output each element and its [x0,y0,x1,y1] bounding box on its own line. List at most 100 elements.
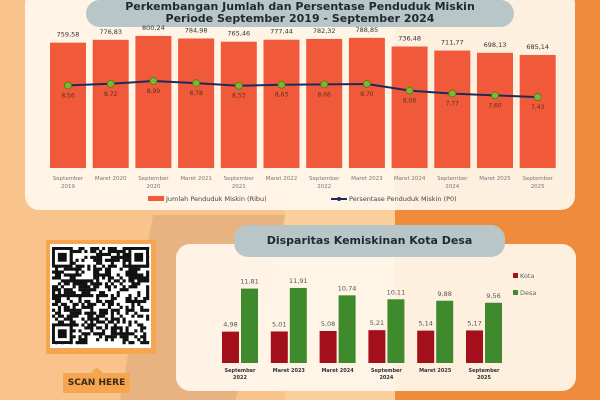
bar-value-label: 10,11 [387,288,406,296]
chart-title: Perkembangan Jumlah dan Persentase Pendu… [125,0,475,13]
x-tick-label: September [437,176,468,182]
bar-value-label: 800,24 [142,24,165,32]
bar-value-label: 5,17 [467,319,481,327]
legend-line-marker [337,197,341,201]
legend-label: Desa [520,289,536,297]
legend-swatch [513,273,518,278]
qr-code[interactable] [50,244,151,348]
x-tick-label: September [522,176,553,182]
bottom-chart-title: Disparitas Kemiskinan Kota Desa [234,225,505,257]
bar-value-label: 5,14 [418,320,432,328]
kota-bar [368,330,386,363]
x-tick-label: Maret 2025 [479,176,511,182]
x-tick-label: Maret 2023 [351,176,383,182]
legend-swatch [513,290,518,295]
bar-value-label: 788,85 [356,26,379,34]
x-tick-label: 2024 [379,375,393,381]
percentage-line [67,79,538,99]
money-bag-marker [106,79,115,88]
bar-value-label: 5,08 [321,320,335,328]
money-bag-marker [277,80,286,89]
bar-value-label: 777,44 [270,28,293,36]
desa-bar [436,300,454,363]
money-bag-marker [405,86,414,95]
x-tick-label: Maret 2020 [95,176,127,182]
bar-value-label: 9,88 [437,290,451,298]
x-tick-label: Maret 2022 [266,176,298,182]
x-tick-label: 2022 [233,375,247,381]
x-tick-label: 2020 [146,184,160,190]
bar-value-label: 765,46 [227,30,250,38]
x-tick-label: September [309,176,340,182]
bar-value-label: 5,01 [272,320,286,328]
desa-bar [241,288,258,363]
x-tick-label: September [138,176,169,182]
bar [477,52,513,169]
line-value-label: 8,72 [104,91,118,98]
x-tick-label: September [371,368,403,374]
bar [519,54,556,168]
bar [391,46,428,168]
kota-bar [270,331,288,363]
money-bag-marker [491,91,499,100]
line-value-label: 8,56 [61,92,75,99]
desa-bar [289,287,307,363]
kota-bar [417,330,435,363]
line-value-label: 8,99 [147,88,161,95]
desa-bar [485,302,502,363]
qr-frame [46,240,156,354]
bar-value-label: 10,74 [338,284,357,292]
bar [348,37,385,168]
legend-label: Kota [520,272,534,280]
bar-value-label: 9,56 [486,292,500,300]
bar [50,42,86,169]
bar-value-label: 11,91 [289,277,308,285]
money-bag-marker [448,89,457,98]
bar-value-label: 685,14 [526,43,549,51]
line-value-label: 7,43 [531,104,545,111]
bar-value-label: 782,32 [313,27,336,35]
x-tick-label: September [224,176,255,182]
money-bag-marker [362,80,371,88]
bar-value-label: 4,98 [223,321,237,329]
x-tick-label: 2022 [317,184,331,190]
x-tick-label: Maret 2024 [321,368,354,374]
money-bag-marker [234,81,243,90]
x-tick-label: Maret 2024 [394,176,426,182]
x-tick-label: September [53,176,84,182]
legend-bar-label: Jumlah Penduduk Miskin (Ribu) [165,195,267,203]
desa-bar [387,299,405,363]
x-tick-label: Maret 2021 [180,176,212,182]
money-bag-marker [533,93,542,101]
x-tick-label: 2019 [61,184,75,190]
x-tick-label: Maret 2025 [419,368,452,374]
poverty-trend-chart: 759,58 September 2019 776,83 Maret 2020 800,2… [50,24,556,203]
legend-line-label: Persentase Penduduk Miskin (P0) [349,195,457,203]
bar-value-label: 736,48 [398,34,421,42]
line-value-label: 7,60 [488,102,502,109]
bar [92,39,129,168]
bar [178,38,215,168]
line-value-label: 8,53 [232,93,246,100]
bar-value-label: 776,83 [99,28,122,36]
desa-bar [338,295,356,363]
bar-value-label: 784,98 [185,26,208,34]
chart-subtitle: Periode September 2019 - September 2024 [165,12,435,25]
money-bag-marker [64,81,72,90]
line-value-label: 8,78 [189,90,203,97]
x-tick-label: Maret 2023 [273,368,306,374]
x-tick-label: September [469,368,501,374]
line-value-label: 7,77 [446,101,460,108]
kota-bar [319,330,337,363]
money-bag-marker [149,77,158,85]
x-tick-label: 2025 [531,184,545,190]
scan-here-button[interactable]: SCAN HERE [63,367,130,393]
bar [263,39,300,169]
bar-value-label: 698,13 [484,41,507,49]
money-bag-marker [192,79,201,88]
bar-value-label: 759,58 [57,31,80,39]
x-tick-label: September [225,368,257,374]
bar [220,41,257,169]
bar-value-label: 5,21 [370,319,384,327]
